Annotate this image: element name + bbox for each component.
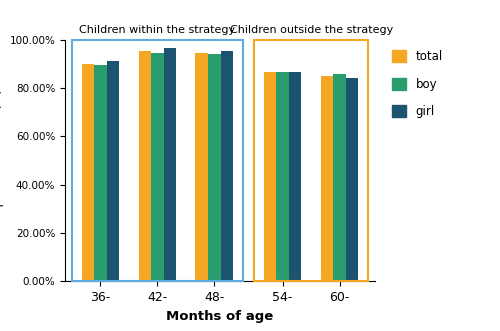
Bar: [196, 53, 208, 281]
Bar: [138, 51, 151, 281]
Bar: [334, 73, 346, 281]
Bar: [346, 78, 358, 281]
Bar: [264, 72, 276, 281]
Bar: [276, 71, 289, 281]
Legend: total, boy, girl: total, boy, girl: [387, 46, 448, 122]
Bar: [289, 72, 302, 281]
Bar: [82, 64, 94, 281]
Bar: [106, 62, 119, 281]
X-axis label: Months of age: Months of age: [166, 309, 274, 323]
Text: Children within the strategy: Children within the strategy: [80, 25, 235, 35]
Y-axis label: Seroprevalence rate (%): Seroprevalence rate (%): [0, 88, 4, 233]
Bar: [208, 54, 220, 281]
Bar: [220, 51, 233, 281]
Bar: [321, 76, 334, 281]
Bar: [94, 65, 106, 281]
Bar: [164, 48, 176, 281]
Bar: [151, 53, 164, 281]
Text: Children outside the strategy: Children outside the strategy: [230, 25, 393, 35]
